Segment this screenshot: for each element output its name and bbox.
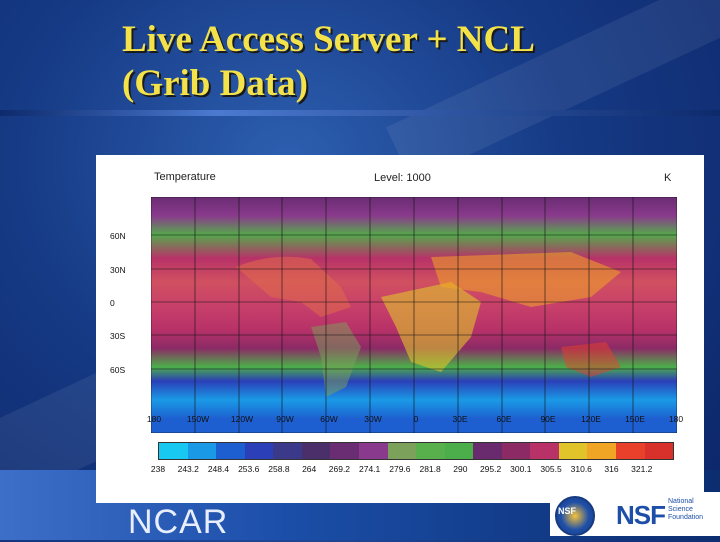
slide-title: Live Access Server + NCL (Grib Data) [122,18,535,106]
y-tick-label: 60S [110,365,126,375]
x-tick-label: 30E [452,414,468,424]
x-tick-label: 30W [364,414,382,424]
colorbar-label: 316 [604,464,619,474]
figure-panel: Temperature Level: 1000 K [96,155,704,503]
colorbar-label: 274.1 [359,464,381,474]
x-tick-label: 180 [146,414,162,424]
land-asia [431,252,621,307]
colorbar-swatch [530,443,559,459]
colorbar-swatch [301,443,331,459]
colorbar-swatch [159,443,188,459]
units-label: K [664,172,672,184]
colorbar-label: 281.8 [419,464,441,474]
y-tick-label: 30N [110,265,126,275]
variable-label: Temperature [154,171,216,183]
ncar-footer-text: NCAR [128,503,229,541]
x-tick-label: 90E [540,414,556,424]
x-tick-label: 180 [668,414,684,424]
colorbar-label: 264 [302,464,317,474]
x-tick-label: 120W [230,414,254,424]
colorbar-label: 248.4 [207,464,230,474]
y-tick-label: 0 [110,298,115,308]
colorbar-swatch [558,443,588,459]
x-tick-label: 120E [581,414,601,424]
nsf-seal-text: NSF [558,506,576,516]
colorbar-label: 305.5 [540,464,562,474]
colorbar-label: 310.6 [570,464,592,474]
colorbar-swatch [330,443,359,459]
colorbar-swatch [644,443,674,459]
colorbar-label: 269.2 [328,464,351,474]
level-label: Level: 1000 [374,172,431,184]
y-tick-label: 60N [110,231,126,241]
colorbar-label: 243.2 [177,464,199,474]
colorbar-swatch [244,443,274,459]
land-south-america [311,322,361,397]
temperature-map [151,197,677,433]
colorbar-label: 238 [150,464,166,474]
land-africa [381,282,481,372]
x-tick-label: 60E [496,414,512,424]
colorbar-swatch [358,443,388,459]
land-australia [561,342,621,377]
colorbar-swatch [501,443,531,459]
colorbar-swatch [444,443,474,459]
colorbar-label: 279.6 [389,464,411,474]
colorbar-label: 258.8 [268,464,290,474]
colorbar-label: 253.6 [238,464,260,474]
slide-title-line-2: (Grib Data) [122,63,308,104]
x-tick-label: 150E [625,414,645,424]
colorbar-swatch [273,443,302,459]
x-tick-label: 90W [276,414,294,424]
nsf-seal-logo [555,496,595,536]
colorbar-swatch [216,443,245,459]
x-tick-label: 60W [320,414,338,424]
colorbar-swatch [187,443,217,459]
colorbar-label: 295.2 [479,464,502,474]
colorbar-label: 321.2 [631,464,653,474]
colorbar-swatch [416,443,445,459]
y-tick-label: 30S [110,331,126,341]
colorbar-swatch [587,443,616,459]
nsf-wordmark: NSF [616,500,666,530]
slide-title-line-1: Live Access Server + NCL [122,19,535,60]
x-tick-label: 0 [413,414,419,424]
colorbar-label: 290 [453,464,468,474]
colorbar-labels: 238 243.2 248.4 253.6 258.8 264 269.2 274.1 279.… [146,464,686,476]
sponsor-logos: NSF NSF National Science Foundation [550,492,720,536]
map-grid [151,197,677,433]
nsf-name: National Science Foundation [668,498,704,521]
colorbar-swatch [616,443,645,459]
colorbar [158,442,674,460]
x-tick-label: 150W [186,414,210,424]
colorbar-label: 300.1 [510,464,532,474]
colorbar-swatch [387,443,417,459]
title-underline-bar [0,110,720,116]
colorbar-swatch [473,443,502,459]
